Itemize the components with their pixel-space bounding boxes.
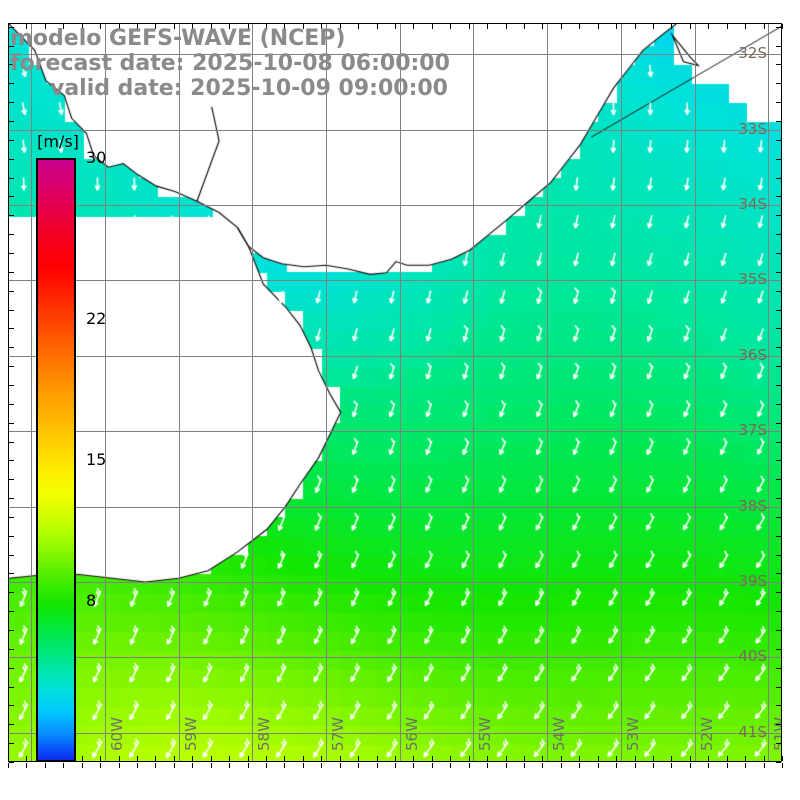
colorbar-tick-15: 15 [86,450,107,469]
axis-tick [284,763,285,768]
axis-tick [377,763,378,768]
axis-tick [9,762,14,763]
longitude-label: 59W [181,717,200,751]
axis-tick [211,763,212,768]
axis-tick [413,763,414,768]
axis-tick [671,763,672,768]
axis-tick [782,763,783,768]
longitude-label: 56W [402,717,421,751]
latitude-label: 40S [738,647,767,666]
latitude-label: 35S [738,270,767,289]
latitude-label: 32S [738,44,767,63]
axis-tick [469,763,470,768]
latitude-label: 36S [738,345,767,364]
latitude-label: 34S [738,194,767,213]
axis-tick [137,763,138,768]
longitude-label: 57W [328,717,347,751]
latitude-label: 38S [738,496,767,515]
axis-tick [100,763,101,768]
axis-tick [192,763,193,768]
axis-tick [561,763,562,768]
axis-tick [524,763,525,768]
longitude-label: 54W [550,717,569,751]
axis-tick [8,763,9,768]
axis-tick [82,763,83,768]
wind-speed-field [9,24,781,761]
axis-tick [395,763,396,768]
colorbar-tick-22: 22 [86,309,107,329]
colorbar-tick-8: 8 [86,590,97,610]
axis-tick [248,763,249,768]
longitude-label: 53W [623,717,642,751]
longitude-label: 58W [255,717,274,751]
latitude-label: 41S [738,722,767,741]
axis-tick [782,24,783,29]
axis-tick [119,763,120,768]
latitude-label: 33S [738,119,767,138]
axis-tick [340,763,341,768]
axis-tick [776,762,781,763]
axis-tick [616,763,617,768]
axis-tick [63,763,64,768]
latitude-label: 37S [738,421,767,440]
colorbar-units-label: [m/s] [37,132,79,151]
axis-tick [745,763,746,768]
axis-tick [782,756,783,761]
axis-tick [358,763,359,768]
axis-tick [764,763,765,768]
axis-tick [487,763,488,768]
axis-tick [155,763,156,768]
axis-tick [321,763,322,768]
longitude-label: 60W [107,717,126,751]
axis-tick [303,763,304,768]
axis-tick [266,763,267,768]
axis-tick [635,763,636,768]
axis-tick [727,763,728,768]
axis-tick [579,763,580,768]
axis-tick [542,763,543,768]
axis-tick [432,763,433,768]
longitude-label: 51W [771,717,782,751]
axis-tick [506,763,507,768]
axis-tick [45,763,46,768]
longitude-label: 55W [476,717,495,751]
colorbar-tick-30: 30 [86,148,107,167]
axis-tick [690,763,691,768]
axis-tick [598,763,599,768]
axis-tick [450,763,451,768]
map-plot-area[interactable]: 32S33S34S35S36S37S38S39S40S41S61W60W59W5… [8,23,782,762]
axis-tick [229,763,230,768]
axis-tick [26,763,27,768]
longitude-label: 52W [697,717,716,751]
axis-tick [174,763,175,768]
axis-tick [708,763,709,768]
latitude-label: 39S [738,572,767,591]
colorbar-gradient [36,158,76,762]
axis-tick [653,763,654,768]
